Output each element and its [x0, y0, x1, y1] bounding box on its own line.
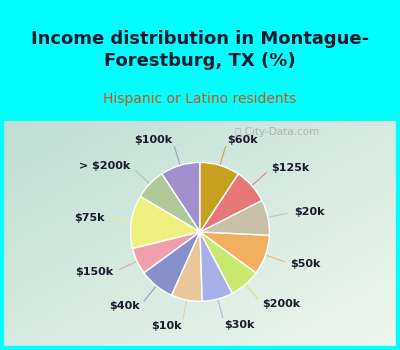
Text: $40k: $40k [109, 301, 140, 312]
Wedge shape [200, 201, 270, 235]
Wedge shape [172, 232, 202, 301]
Text: Income distribution in Montague-
Forestburg, TX (%): Income distribution in Montague- Forestb… [31, 30, 369, 70]
Text: Hispanic or Latino residents: Hispanic or Latino residents [103, 92, 297, 106]
Text: $100k: $100k [134, 135, 172, 145]
Wedge shape [200, 174, 262, 232]
Text: ⓘ City-Data.com: ⓘ City-Data.com [235, 127, 319, 138]
Text: $200k: $200k [263, 299, 301, 309]
Text: $30k: $30k [224, 320, 255, 329]
Wedge shape [200, 232, 269, 273]
Wedge shape [132, 232, 200, 273]
Text: $75k: $75k [75, 213, 105, 223]
Text: $20k: $20k [294, 207, 324, 217]
Wedge shape [162, 162, 200, 232]
Text: $125k: $125k [272, 163, 310, 173]
Text: $150k: $150k [75, 267, 113, 278]
Wedge shape [130, 196, 200, 248]
Wedge shape [200, 162, 238, 232]
Text: $60k: $60k [228, 135, 258, 145]
Text: $50k: $50k [290, 259, 321, 269]
Text: $10k: $10k [151, 321, 182, 331]
Text: > $200k: > $200k [79, 161, 131, 171]
Wedge shape [144, 232, 200, 295]
Wedge shape [200, 232, 232, 301]
Wedge shape [200, 232, 256, 293]
Wedge shape [140, 174, 200, 232]
